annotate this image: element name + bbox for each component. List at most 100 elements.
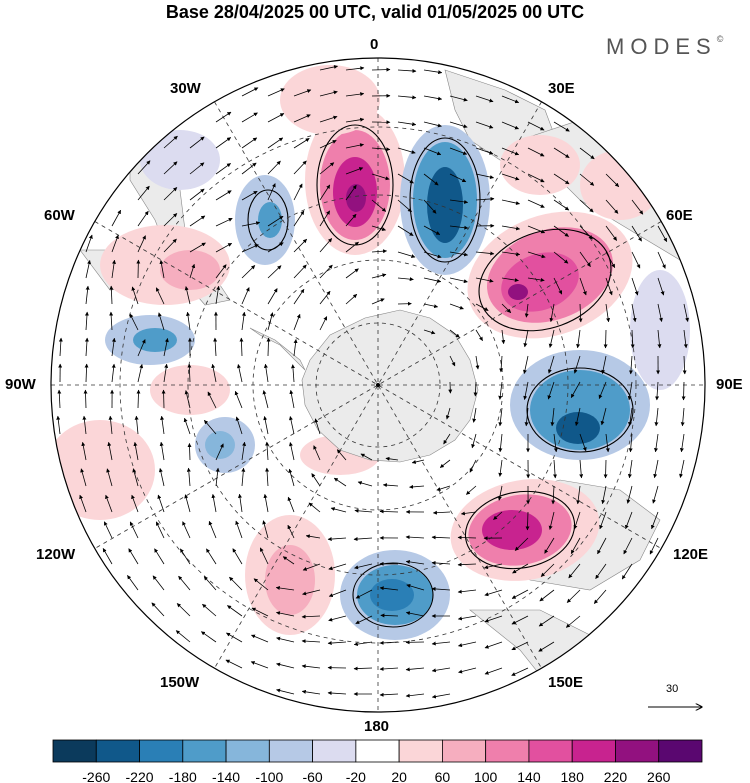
wind-vector [573, 511, 581, 530]
wind-vector [576, 485, 581, 505]
wind-vector [58, 337, 63, 357]
colorbar-bin [52, 739, 97, 763]
wind-vector [443, 433, 451, 445]
colorbar-tick-label: -140 [212, 769, 240, 783]
colorbar-bin [268, 739, 314, 763]
wind-vector [475, 303, 489, 311]
wind-vector [484, 563, 503, 570]
wind-vector [524, 407, 529, 427]
wind-vector [371, 298, 385, 305]
wind-vector [82, 415, 87, 435]
wind-vector [538, 615, 555, 627]
wind-vector [553, 121, 570, 132]
wind-vector [176, 603, 191, 617]
wind-vector [605, 173, 620, 187]
wind-vector [548, 329, 555, 348]
wind-vector [160, 415, 165, 435]
wind-vector [570, 537, 581, 555]
wind-vector [475, 251, 495, 256]
colorbar-bin [355, 739, 400, 763]
wind-vector [163, 363, 169, 383]
wind-vector [397, 277, 414, 282]
wind-vector [319, 316, 328, 331]
wind-vector [305, 534, 321, 539]
wind-vector [187, 363, 192, 383]
wind-vector [189, 263, 196, 279]
wind-vector [570, 381, 581, 399]
wind-vector [186, 311, 191, 331]
wind-vector [511, 641, 529, 651]
wind-vector [449, 329, 460, 338]
colorbar-bin [182, 739, 227, 763]
wind-vector [319, 162, 335, 175]
wind-vector [631, 225, 642, 242]
colorbar-bin [658, 739, 703, 763]
wind-vector [293, 313, 301, 331]
wind-vector [527, 277, 545, 282]
colorbar-bin [571, 739, 616, 763]
wind-vector [276, 636, 295, 643]
wind-vector [475, 196, 495, 201]
lon-label-120w: 120W [36, 546, 76, 563]
wind-vector [163, 338, 169, 357]
wind-vector [627, 459, 633, 479]
colorbar-tick-label: -260 [82, 769, 110, 783]
wind-vector [501, 225, 521, 231]
wind-vector [106, 468, 113, 487]
wind-vector [371, 199, 387, 212]
wind-vector [501, 303, 512, 313]
wind-vector [137, 339, 146, 357]
wind-vector [460, 511, 477, 516]
antarctica [301, 309, 479, 463]
wind-vector [200, 631, 217, 643]
wind-vector [293, 183, 303, 201]
wind-vector [538, 641, 555, 652]
wind-vector [550, 407, 555, 427]
wind-vector [345, 117, 365, 123]
wind-vector [186, 467, 191, 487]
wind-vector [458, 641, 477, 648]
wind-vector [241, 190, 258, 201]
wind-vector [289, 389, 295, 409]
wind-vector [371, 225, 386, 231]
wind-vector [276, 688, 295, 695]
wind-vector [527, 173, 545, 183]
colorbar-tick-label: -100 [255, 769, 283, 783]
wind-vector [241, 221, 261, 227]
wind-vector [56, 415, 61, 435]
wind-vector [137, 185, 150, 201]
wind-vector [232, 548, 243, 565]
wind-vector [621, 563, 633, 580]
wind-vector [289, 416, 295, 435]
wind-vector [371, 273, 387, 279]
colorbar-tick-label: 60 [435, 769, 451, 783]
wind-vector [600, 407, 607, 426]
wind-vector [241, 467, 246, 487]
wind-vector [449, 251, 469, 257]
lon-label-120e: 120E [673, 546, 709, 563]
colorbar-bin [225, 739, 270, 763]
wind-vector [449, 355, 456, 367]
map-title: Base 28/04/2025 00 UTC, valid 01/05/2025… [165, 2, 585, 22]
wind-vector [241, 441, 247, 461]
wind-vector [471, 433, 477, 449]
wind-vector [353, 641, 373, 647]
map-boundary [50, 57, 706, 713]
wind-vector [354, 508, 373, 513]
wind-vector [215, 163, 231, 175]
wind-vector [250, 661, 269, 669]
wind-vector [601, 355, 607, 374]
wind-vector [649, 537, 659, 555]
wind-vector [161, 389, 166, 409]
wind-vector [475, 147, 494, 155]
wind-vector [163, 161, 178, 175]
wind-vector [484, 615, 503, 623]
wind-vector [527, 225, 546, 234]
wind-vector [345, 268, 359, 279]
wind-vector [411, 459, 425, 464]
wind-vector [241, 311, 246, 331]
wind-vector [85, 285, 90, 305]
wind-vector [314, 418, 321, 435]
wind-vector [625, 511, 633, 530]
